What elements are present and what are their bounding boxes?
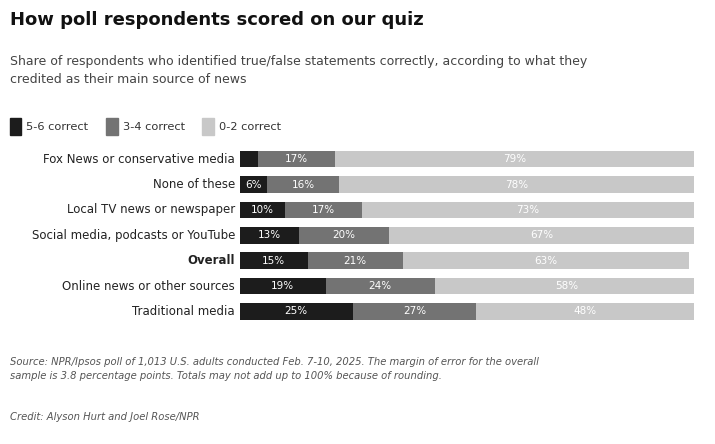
Text: 48%: 48%: [573, 306, 596, 317]
Text: 13%: 13%: [257, 230, 280, 240]
Bar: [307, 253, 403, 269]
Text: 6%: 6%: [245, 179, 262, 190]
Text: Source: NPR/Ipsos poll of 1,013 U.S. adults conducted Feb. 7-10, 2025. The margi: Source: NPR/Ipsos poll of 1,013 U.S. adu…: [10, 357, 539, 381]
Text: 21%: 21%: [344, 256, 367, 266]
Bar: [240, 202, 285, 218]
Text: Traditional media: Traditional media: [132, 305, 235, 318]
Text: Online news or other sources: Online news or other sources: [62, 280, 235, 293]
Bar: [390, 227, 694, 244]
Text: 78%: 78%: [505, 179, 528, 190]
Bar: [335, 151, 694, 167]
Text: Overall: Overall: [187, 254, 235, 267]
Text: 0-2 correct: 0-2 correct: [219, 122, 281, 131]
Text: Fox News or conservative media: Fox News or conservative media: [43, 153, 235, 166]
Text: 5-6 correct: 5-6 correct: [26, 122, 89, 131]
Bar: [240, 176, 267, 193]
Text: 63%: 63%: [534, 256, 558, 266]
Text: 10%: 10%: [251, 205, 274, 215]
Text: 3-4 correct: 3-4 correct: [123, 122, 184, 131]
Bar: [257, 151, 335, 167]
Text: 20%: 20%: [332, 230, 355, 240]
Text: 16%: 16%: [292, 179, 315, 190]
Bar: [240, 278, 326, 294]
Text: None of these: None of these: [153, 178, 235, 191]
Text: 73%: 73%: [516, 205, 539, 215]
Text: Credit: Alyson Hurt and Joel Rose/NPR: Credit: Alyson Hurt and Joel Rose/NPR: [10, 412, 199, 422]
Bar: [240, 151, 257, 167]
Text: 17%: 17%: [285, 154, 308, 164]
Text: 24%: 24%: [369, 281, 392, 291]
Text: 27%: 27%: [403, 306, 426, 317]
Bar: [240, 303, 353, 320]
Text: 17%: 17%: [312, 205, 335, 215]
Bar: [362, 202, 694, 218]
Bar: [326, 278, 435, 294]
Text: How poll respondents scored on our quiz: How poll respondents scored on our quiz: [10, 11, 424, 29]
Bar: [299, 227, 390, 244]
Bar: [475, 303, 694, 320]
Text: 79%: 79%: [503, 154, 526, 164]
Bar: [340, 176, 694, 193]
Text: Share of respondents who identified true/false statements correctly, according t: Share of respondents who identified true…: [10, 56, 587, 86]
Bar: [240, 253, 307, 269]
Bar: [403, 253, 689, 269]
Bar: [285, 202, 362, 218]
Text: 58%: 58%: [555, 281, 578, 291]
Text: 25%: 25%: [285, 306, 308, 317]
Text: Local TV news or newspaper: Local TV news or newspaper: [66, 203, 235, 216]
Text: 67%: 67%: [530, 230, 553, 240]
Text: 15%: 15%: [262, 256, 285, 266]
Bar: [240, 227, 299, 244]
Bar: [435, 278, 698, 294]
Bar: [353, 303, 475, 320]
Text: 19%: 19%: [271, 281, 294, 291]
Bar: [267, 176, 340, 193]
Text: Social media, podcasts or YouTube: Social media, podcasts or YouTube: [31, 229, 235, 242]
